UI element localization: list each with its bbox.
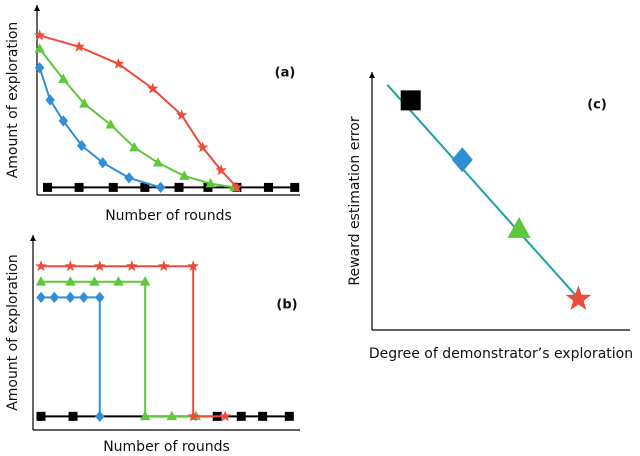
y-axis-label: Amount of exploration	[5, 22, 21, 179]
marker	[113, 276, 124, 286]
marker	[124, 172, 134, 184]
series-line	[41, 265, 226, 418]
y-axis-label: Reward estimation error	[347, 116, 363, 285]
marker	[65, 276, 76, 286]
marker	[290, 182, 300, 192]
series-line	[38, 67, 161, 189]
marker	[284, 411, 294, 421]
marker	[74, 182, 84, 192]
panel-label: (a)	[275, 66, 296, 81]
marker	[187, 260, 199, 272]
marker	[34, 62, 45, 74]
panel-label: (b)	[276, 298, 297, 313]
marker	[215, 164, 227, 176]
marker	[400, 90, 421, 111]
marker	[155, 181, 166, 194]
marker	[451, 147, 473, 173]
marker	[507, 216, 531, 238]
marker	[64, 260, 77, 272]
marker	[196, 141, 209, 153]
x-axis-label: Degree of demonstrator’s exploration	[369, 346, 633, 362]
marker	[73, 40, 85, 52]
marker	[152, 157, 164, 167]
marker	[112, 57, 125, 69]
marker	[187, 410, 199, 422]
marker	[49, 291, 60, 304]
marker	[36, 411, 46, 421]
marker	[129, 141, 140, 152]
marker	[158, 260, 170, 272]
marker	[58, 115, 69, 127]
marker	[139, 276, 151, 286]
x-axis-label: Number of rounds	[105, 208, 232, 224]
series-line	[39, 34, 238, 189]
y-axis-label: Amount of exploration	[5, 254, 21, 411]
marker	[175, 109, 188, 121]
panel-label: (c)	[587, 98, 607, 113]
marker	[45, 94, 55, 106]
marker	[258, 411, 268, 421]
marker	[166, 410, 178, 421]
series-line	[41, 280, 196, 418]
marker	[95, 410, 105, 422]
marker	[174, 182, 184, 192]
marker	[34, 43, 45, 53]
marker	[205, 177, 216, 188]
marker	[263, 182, 273, 192]
axis-arrow	[30, 235, 36, 241]
series-line	[38, 48, 235, 189]
marker	[68, 411, 78, 421]
marker	[79, 291, 89, 304]
marker	[565, 285, 592, 310]
marker	[108, 182, 118, 192]
marker	[179, 170, 190, 180]
x-axis-label: Number of rounds	[103, 439, 230, 455]
axis-arrow	[369, 72, 375, 78]
axis-arrow	[34, 5, 40, 11]
marker	[231, 181, 243, 193]
marker	[33, 29, 46, 41]
marker	[76, 139, 87, 152]
marker	[95, 291, 105, 304]
marker	[126, 260, 138, 272]
marker	[35, 260, 47, 272]
marker	[219, 410, 232, 422]
marker	[35, 276, 47, 286]
marker	[89, 276, 100, 286]
marker	[236, 411, 246, 421]
marker	[65, 291, 76, 304]
marker	[105, 119, 116, 129]
fit-line	[386, 84, 585, 305]
marker	[146, 82, 159, 94]
marker	[36, 291, 46, 304]
marker	[79, 98, 90, 108]
marker	[58, 73, 69, 83]
series-line	[41, 296, 101, 417]
marker	[43, 182, 53, 192]
marker	[139, 410, 151, 421]
marker	[140, 182, 150, 192]
marker	[98, 157, 108, 169]
marker	[93, 260, 106, 272]
